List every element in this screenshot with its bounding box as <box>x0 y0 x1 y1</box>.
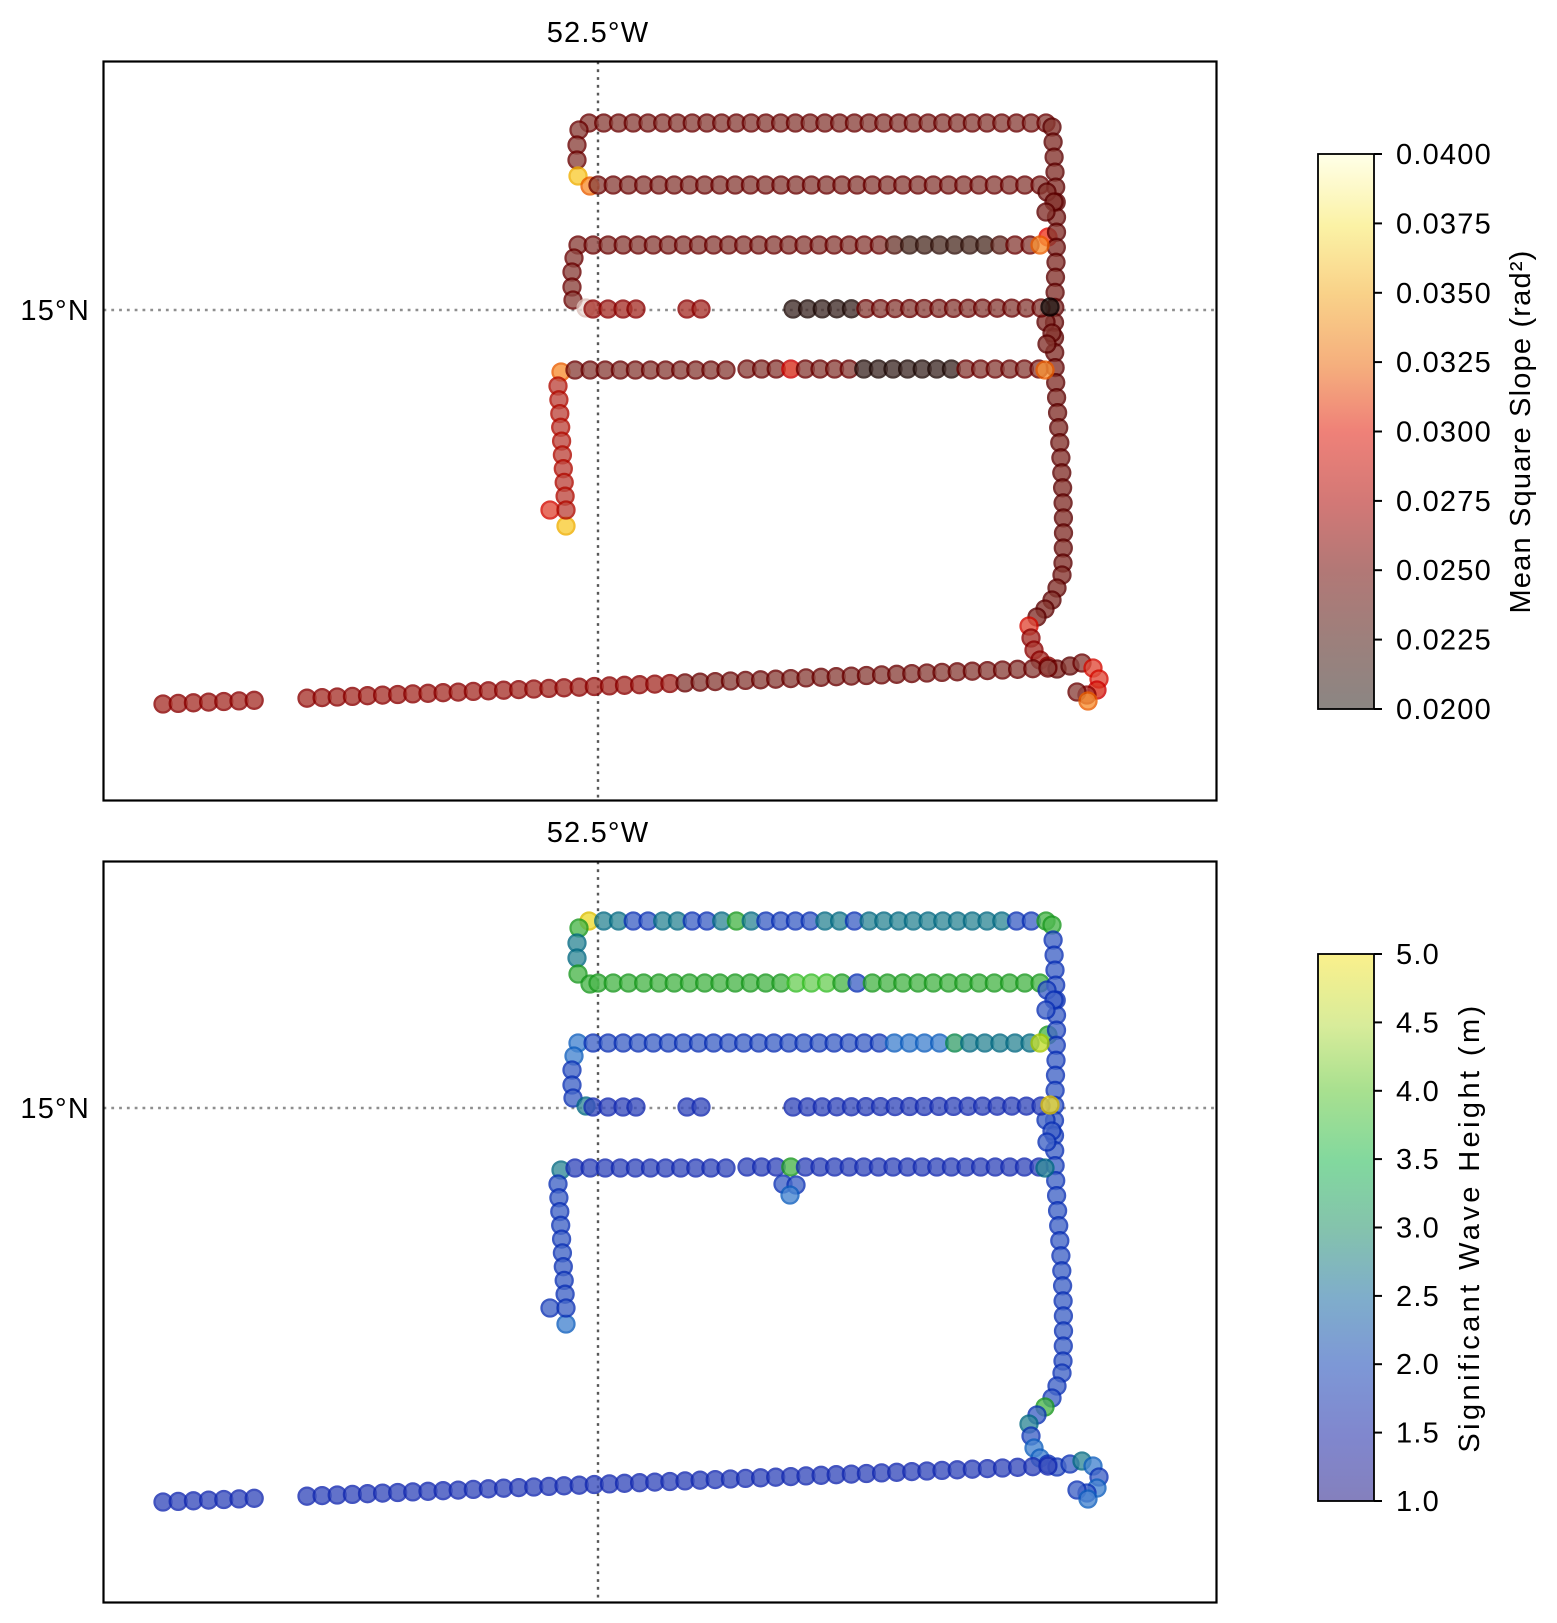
svg-text:15°N: 15°N <box>20 295 90 327</box>
svg-text:0.0400: 0.0400 <box>1396 139 1492 171</box>
svg-text:0.0375: 0.0375 <box>1396 208 1492 240</box>
svg-text:2.5: 2.5 <box>1396 1281 1440 1313</box>
svg-text:Mean Square Slope (rad²): Mean Square Slope (rad²) <box>1505 249 1537 613</box>
svg-text:15°N: 15°N <box>20 1093 90 1125</box>
svg-text:1.5: 1.5 <box>1396 1418 1440 1450</box>
svg-text:4.5: 4.5 <box>1396 1007 1440 1039</box>
svg-text:Significant Wave Height (m): Significant Wave Height (m) <box>1454 1002 1486 1452</box>
svg-text:52.5°W: 52.5°W <box>547 17 650 49</box>
svg-text:0.0225: 0.0225 <box>1396 625 1492 657</box>
svg-text:0.0200: 0.0200 <box>1396 694 1492 726</box>
svg-text:3.5: 3.5 <box>1396 1144 1440 1176</box>
svg-text:5.0: 5.0 <box>1396 939 1440 971</box>
svg-text:3.0: 3.0 <box>1396 1213 1440 1245</box>
svg-text:4.0: 4.0 <box>1396 1076 1440 1108</box>
svg-text:0.0275: 0.0275 <box>1396 486 1492 518</box>
svg-text:1.0: 1.0 <box>1396 1486 1440 1518</box>
svg-text:2.0: 2.0 <box>1396 1349 1440 1381</box>
svg-text:0.0350: 0.0350 <box>1396 278 1492 310</box>
svg-text:0.0325: 0.0325 <box>1396 347 1492 379</box>
svg-text:52.5°W: 52.5°W <box>547 817 650 849</box>
svg-text:0.0300: 0.0300 <box>1396 417 1492 449</box>
svg-text:0.0250: 0.0250 <box>1396 555 1492 587</box>
